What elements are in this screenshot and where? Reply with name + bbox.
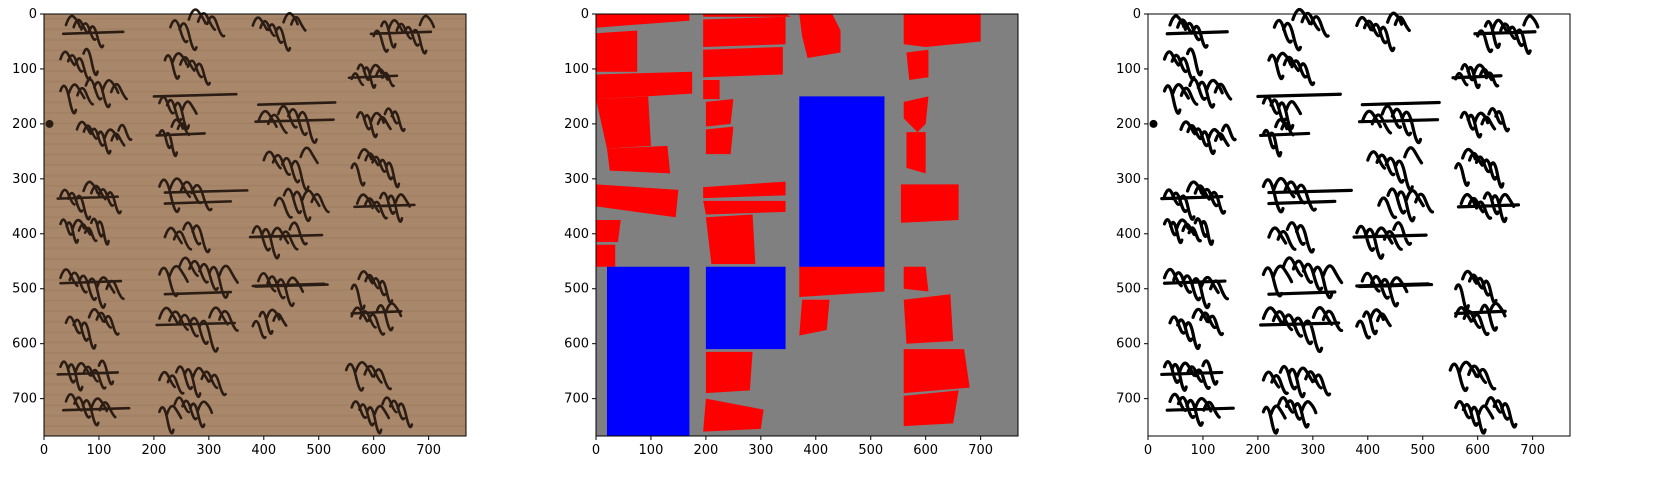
- binarized-ytick-label: 400: [1116, 227, 1141, 242]
- text-region-polygon: [596, 96, 651, 149]
- original-ytick-label: 400: [12, 227, 37, 242]
- text-region-polygon: [906, 49, 929, 80]
- mask-xtick-label: 400: [803, 443, 828, 458]
- text-region-polygon: [903, 266, 929, 292]
- text-region-polygon: [705, 351, 753, 394]
- original-ytick-label: 600: [12, 337, 37, 352]
- mask-ytick-label: 300: [564, 172, 589, 187]
- mask-axes: 0 0 100 100 200 200 300 300 400 400 500 500 600 600 70…: [564, 7, 1019, 458]
- panel-segmentation-mask: 0 0 100 100 200 200 300 300 400 400 500 500 600 600 70…: [552, 0, 1104, 493]
- text-region-polygon: [703, 398, 764, 432]
- binarized-xtick-label: 0: [1144, 443, 1152, 458]
- text-region-polygon: [799, 14, 841, 58]
- parchment-image: [44, 8, 466, 436]
- original-axes-frame: [43, 13, 467, 437]
- text-region-polygon: [703, 79, 720, 100]
- text-region-polygon: [703, 16, 786, 47]
- text-region-polygon: [596, 244, 616, 267]
- mask-xtick-label: 500: [858, 443, 883, 458]
- text-region-polygon: [606, 145, 671, 174]
- binarized-axes-frame: [1147, 13, 1571, 437]
- text-region-polygon: [799, 299, 830, 336]
- original-ytick-label: 300: [12, 172, 37, 187]
- mask-image: [596, 14, 1018, 436]
- text-region-polygon: [596, 30, 638, 72]
- text-region-polygon: [705, 214, 756, 265]
- binarized-xtick-label: 700: [1520, 443, 1545, 458]
- text-region-polygon: [903, 14, 981, 47]
- text-region-polygon: [903, 294, 954, 344]
- text-region-polygon: [703, 200, 786, 215]
- original-ytick-label: 500: [12, 282, 37, 297]
- mask-ytick-label: 500: [564, 282, 589, 297]
- original-ytick-label: 100: [12, 62, 37, 77]
- binarized-ytick-label: 500: [1116, 282, 1141, 297]
- original-image-axes: 0 0 100 100 200 200 300 300 400 400 500 500 600 600 70…: [12, 7, 467, 458]
- text-region-polygon: [596, 14, 690, 28]
- mask-ytick-label: 100: [564, 62, 589, 77]
- binarized-ytick-label: 700: [1116, 392, 1141, 407]
- image-region-polygon: [799, 96, 885, 267]
- binarized-xtick-label: 300: [1300, 443, 1325, 458]
- text-region-polygon: [596, 220, 621, 243]
- text-region-polygon: [596, 71, 693, 100]
- text-region-polygon: [799, 264, 885, 297]
- mask-ytick-label: 400: [564, 227, 589, 242]
- text-region-polygon: [900, 184, 959, 223]
- mask-ytick-label: 700: [564, 392, 589, 407]
- original-xtick-label: 300: [196, 443, 221, 458]
- original-xtick-label: 400: [251, 443, 276, 458]
- panel-original: 0 0 100 100 200 200 300 300 400 400 500 500 600 600 70…: [0, 0, 552, 493]
- binarized-xtick-label: 200: [1245, 443, 1270, 458]
- original-ytick-label: 0: [29, 7, 37, 22]
- original-xtick-label: 0: [40, 443, 48, 458]
- mask-ytick-label: 600: [564, 337, 589, 352]
- image-region-polygon: [606, 266, 690, 436]
- binarized-xtick-label: 600: [1465, 443, 1490, 458]
- mask-xtick-label: 100: [639, 443, 664, 458]
- text-region-polygon: [703, 181, 786, 199]
- text-region-polygon: [906, 132, 926, 174]
- text-region-polygon: [703, 46, 783, 78]
- binarized-axes: 0 0 100 100 200 200 300 300 400 400 500 500 600 600 70…: [1116, 7, 1571, 458]
- original-ytick-label: 700: [12, 392, 37, 407]
- original-xtick-label: 700: [416, 443, 441, 458]
- binarized-xtick-label: 100: [1191, 443, 1216, 458]
- mask-ytick-label: 0: [581, 7, 589, 22]
- text-region-polygon: [703, 14, 792, 17]
- binarized-xtick-label: 500: [1410, 443, 1435, 458]
- text-region-polygon: [903, 390, 959, 427]
- original-xtick-label: 500: [306, 443, 331, 458]
- original-xtick-label: 100: [87, 443, 112, 458]
- binarized-xtick-label: 400: [1355, 443, 1380, 458]
- mask-xtick-label: 200: [693, 443, 718, 458]
- mask-axes-frame: [595, 13, 1019, 437]
- image-region-polygon: [705, 266, 786, 350]
- binarized-ytick-label: 0: [1133, 7, 1141, 22]
- binarized-ytick-label: 300: [1116, 172, 1141, 187]
- mask-ytick-label: 200: [564, 117, 589, 132]
- text-region-polygon: [903, 96, 929, 133]
- mask-xtick-label: 700: [968, 443, 993, 458]
- mask-xtick-label: 0: [592, 443, 600, 458]
- text-region-polygon: [903, 349, 970, 394]
- binarized-ytick-label: 200: [1116, 117, 1141, 132]
- text-region-polygon: [705, 99, 734, 127]
- original-ytick-label: 200: [12, 117, 37, 132]
- binarized-ytick-label: 600: [1116, 337, 1141, 352]
- mask-xtick-label: 600: [913, 443, 938, 458]
- text-region-polygon: [705, 126, 734, 155]
- text-region-polygon: [596, 184, 679, 218]
- binarized-image: [1148, 7, 1570, 436]
- original-xtick-label: 600: [361, 443, 386, 458]
- binarized-ytick-label: 100: [1116, 62, 1141, 77]
- mask-xtick-label: 300: [748, 443, 773, 458]
- original-xtick-label: 200: [141, 443, 166, 458]
- panel-binarized: 0 0 100 100 200 200 300 300 400 400 500 500 600 600 70…: [1104, 0, 1656, 493]
